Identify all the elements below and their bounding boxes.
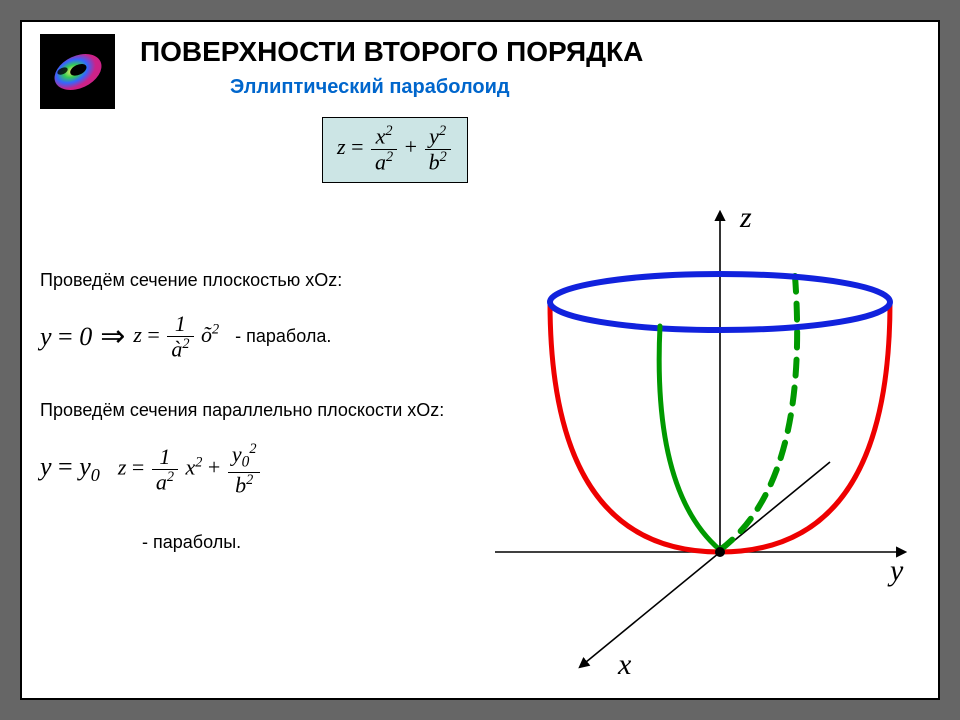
eq-term2: y2 b2 — [425, 124, 451, 174]
subtitle: Эллиптический параболоид — [230, 76, 510, 99]
slide: ПОВЕРХНОСТИ ВТОРОГО ПОРЯДКА Эллиптически… — [20, 20, 940, 700]
section1-note: - парабола. — [235, 326, 331, 347]
z-label: z — [739, 201, 752, 234]
header: ПОВЕРХНОСТИ ВТОРОГО ПОРЯДКА Эллиптически… — [40, 34, 920, 114]
origin-dot — [715, 547, 725, 557]
x-axis — [580, 462, 830, 667]
x-label: x — [617, 648, 632, 681]
section2-note: - параболы. — [142, 532, 241, 553]
section2-equation: y = y0 z = 1 a2 x2 + y02 b2 — [40, 442, 262, 497]
implies-arrow: ⇒ — [100, 319, 125, 354]
page-title: ПОВЕРХНОСТИ ВТОРОГО ПОРЯДКА — [140, 36, 643, 68]
section-curve-front — [659, 326, 720, 550]
logo-box — [40, 34, 115, 109]
eq-term1: x2 a2 — [371, 124, 397, 174]
eq-lhs: z — [337, 134, 346, 159]
section1-text: Проведём сечение плоскостью xOz: — [40, 270, 342, 291]
section-curve-back — [720, 276, 797, 550]
y-label: y — [887, 554, 904, 587]
section1-equation: y = 0 ⇒ z = 1 à2 õ2 - парабола. — [40, 312, 331, 362]
logo-torus-icon — [47, 41, 109, 103]
main-equation: z = x2 a2 + y2 b2 — [322, 117, 468, 183]
section2-text: Проведём сечения параллельно плоскости x… — [40, 400, 444, 421]
paraboloid-diagram: z y x — [450, 172, 920, 682]
